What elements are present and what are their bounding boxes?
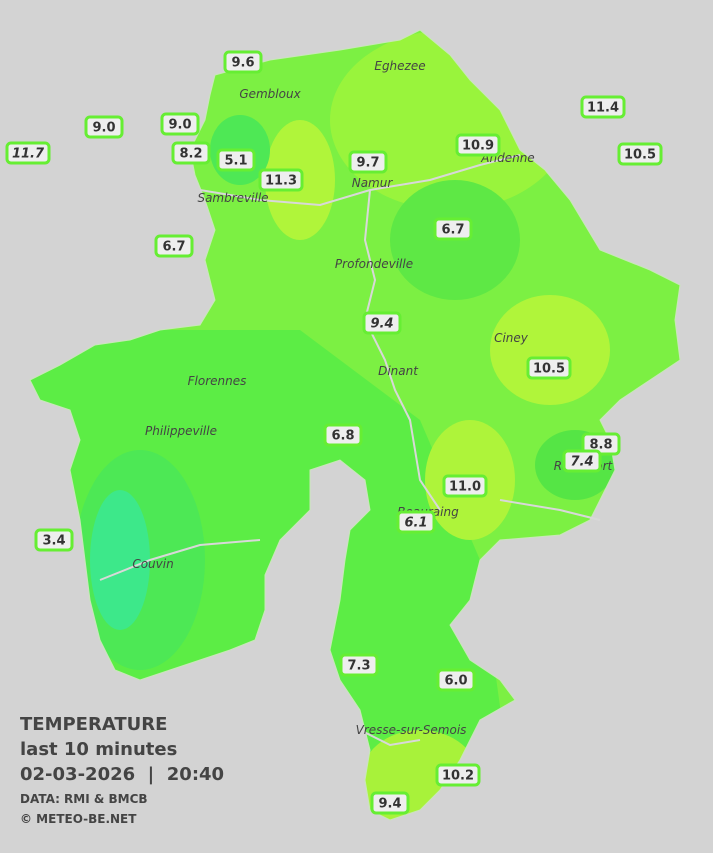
station: 6.0 [436, 668, 476, 692]
station-box [562, 449, 602, 473]
station-value: 9.4 [378, 797, 401, 812]
station-box [433, 217, 473, 241]
station-box [526, 356, 572, 380]
station: 3.4 [34, 528, 74, 552]
station-value: 7.3 [347, 659, 370, 674]
station-box [223, 50, 263, 74]
station-box [348, 150, 388, 174]
station: 10.5 [617, 142, 663, 166]
station-value: 11.0 [449, 480, 481, 495]
station: 10.9 [455, 133, 501, 157]
station-value: 6.7 [441, 223, 464, 238]
station-value: 10.5 [624, 148, 656, 163]
station-box [580, 95, 626, 119]
station: 9.0 [84, 115, 124, 139]
station-value: 9.0 [92, 121, 115, 136]
station: 6.7 [154, 234, 194, 258]
city: Profondeville [335, 257, 413, 271]
station-box [216, 148, 256, 172]
station: 11.3 [258, 168, 304, 192]
station-box [323, 423, 363, 447]
station-labels: 9.6 9.0 9.0 11.7 8.2 5.1 11.3 9.7 10.9 11.4 10.5 6.… [5, 50, 663, 815]
station-box [339, 653, 379, 677]
station: 11.0 [442, 474, 488, 498]
city: Vresse-sur-Semois [356, 723, 467, 737]
station-value: 6.7 [162, 240, 185, 255]
station: 7.3 [339, 653, 379, 677]
station-box [84, 115, 124, 139]
station: 6.7 [433, 217, 473, 241]
city: Dinant [378, 364, 419, 378]
station-box [160, 112, 200, 136]
station: 6.1 [396, 510, 436, 534]
station-value: 8.8 [589, 438, 612, 453]
city: Eghezee [374, 59, 425, 73]
station: 9.7 [348, 150, 388, 174]
legend-source: DATA: RMI & BMCB [20, 792, 148, 806]
station-value: 9.7 [356, 156, 379, 171]
station-value: 11.4 [587, 101, 619, 116]
station-box [370, 791, 410, 815]
station-box [435, 763, 481, 787]
station-value: 10.2 [442, 769, 474, 784]
city: Namur [352, 176, 394, 190]
city: Couvin [132, 557, 173, 571]
station: 10.2 [435, 763, 481, 787]
station: 9.4 [370, 791, 410, 815]
station: 8.8 [581, 432, 621, 456]
city: Gembloux [239, 87, 301, 101]
station-box [34, 528, 74, 552]
station-box [436, 668, 476, 692]
city: Florennes [188, 374, 247, 388]
station: 10.5 [526, 356, 572, 380]
station-value: 11.7 [12, 147, 45, 162]
station-value: 9.4 [370, 317, 393, 332]
station: 11.7 [5, 141, 51, 165]
legend: TEMPERATURE last 10 minutes 02-03-2026 |… [20, 714, 224, 826]
legend-datetime: 02-03-2026 | 20:40 [20, 764, 224, 785]
legend-title: TEMPERATURE [20, 714, 167, 735]
station: 5.1 [216, 148, 256, 172]
city: Philippeville [145, 424, 217, 438]
station: 9.6 [223, 50, 263, 74]
station-value: 3.4 [42, 534, 65, 549]
legend-subtitle: last 10 minutes [20, 739, 177, 760]
station-box [171, 141, 211, 165]
rivers [99, 154, 601, 747]
station-box [362, 311, 402, 335]
station: 9.0 [160, 112, 200, 136]
station-box [455, 133, 501, 157]
station-value: 6.0 [444, 674, 467, 689]
station-box [154, 234, 194, 258]
station: 11.4 [580, 95, 626, 119]
city: Sambreville [197, 191, 268, 205]
station-value: 6.1 [404, 516, 427, 531]
station-value: 7.4 [570, 455, 593, 470]
station-box [396, 510, 436, 534]
station-value: 10.9 [462, 139, 494, 154]
city: Ciney [494, 331, 529, 345]
station-box [5, 141, 51, 165]
station: 9.4 [362, 311, 402, 335]
station-box [258, 168, 304, 192]
station: 6.8 [323, 423, 363, 447]
legend-credit: © METEO-BE.NET [20, 812, 137, 826]
station-value: 8.2 [179, 147, 202, 162]
station: 7.4 [562, 449, 602, 473]
station-value: 11.3 [265, 174, 297, 189]
station-value: 9.0 [168, 118, 191, 133]
station-value: 9.6 [231, 56, 254, 71]
station-value: 5.1 [224, 154, 247, 169]
station-box [617, 142, 663, 166]
station-value: 6.8 [331, 429, 354, 444]
station-value: 10.5 [533, 362, 565, 377]
station-box [442, 474, 488, 498]
station: 8.2 [171, 141, 211, 165]
